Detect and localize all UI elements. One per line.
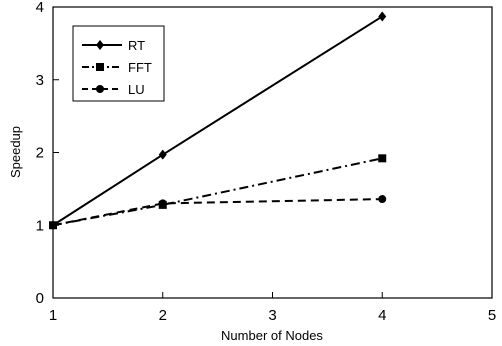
data-point-lu — [49, 221, 57, 230]
series-lu — [49, 195, 387, 230]
y-tick-label: 3 — [36, 72, 44, 89]
y-tick-label: 2 — [36, 145, 44, 162]
data-point-lu — [378, 195, 387, 204]
x-axis: 1 2 3 4 5 — [49, 292, 496, 324]
series-line — [52, 198, 383, 227]
x-tick-label: 4 — [378, 307, 386, 324]
data-point-rt — [158, 149, 167, 160]
x-axis-label: Number of Nodes — [221, 328, 323, 343]
legend-marker-rt — [96, 40, 104, 50]
data-point-rt — [378, 11, 387, 22]
legend: RT FFT LU — [72, 25, 165, 102]
x-tick-label: 5 — [488, 307, 496, 324]
y-tick-label: 4 — [36, 0, 44, 16]
legend-label-fft: FFT — [128, 60, 152, 75]
x-tick-label: 1 — [49, 307, 57, 324]
y-tick-label: 1 — [36, 217, 44, 234]
legend-marker-fft — [96, 63, 104, 71]
y-axis-label: Speedup — [8, 126, 23, 178]
legend-label-rt: RT — [128, 38, 145, 53]
y-tick-label: 0 — [36, 290, 44, 307]
legend-label-lu: LU — [128, 82, 145, 97]
series-fft — [49, 154, 387, 230]
series-layer — [49, 11, 387, 231]
legend-marker-lu — [96, 85, 104, 93]
data-point-lu — [158, 199, 167, 208]
legend-box — [72, 25, 165, 102]
data-point-fft — [378, 154, 387, 163]
y-axis: 0 1 2 3 4 — [36, 0, 59, 307]
x-tick-label: 3 — [268, 307, 276, 324]
series-line — [52, 157, 383, 227]
x-tick-label: 2 — [159, 307, 167, 324]
